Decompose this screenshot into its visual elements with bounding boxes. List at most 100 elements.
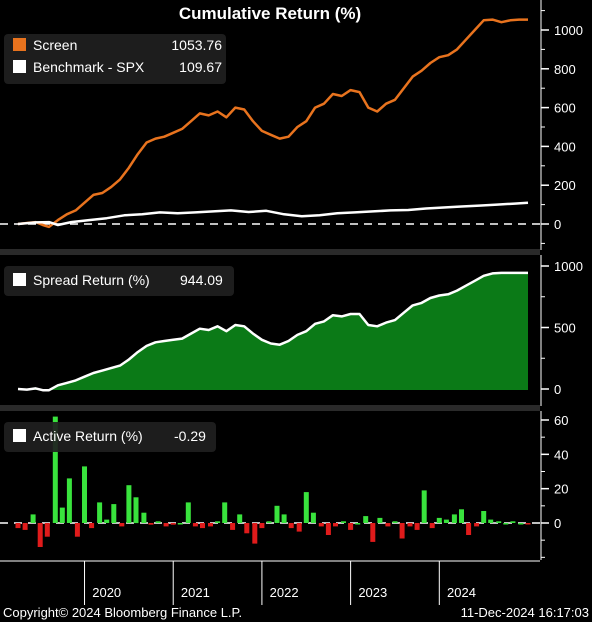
active-return-bar — [503, 523, 509, 525]
y-tick-label: 20 — [554, 482, 568, 497]
y-tick-label: 1000 — [554, 259, 583, 274]
active-return-bar — [466, 523, 472, 535]
active-return-bar — [244, 523, 250, 534]
active-return-bar — [318, 523, 324, 527]
legend-value: 944.09 — [180, 272, 223, 288]
active-return-bar — [459, 509, 464, 523]
active-return-bar — [170, 523, 176, 525]
spread-return-panel: 0 500 1000 Spread Return (%) 944.09 — [4, 255, 583, 406]
active-return-bar — [252, 523, 258, 544]
active-return-bar — [436, 517, 442, 523]
active-return-bar — [377, 517, 383, 523]
active-return-bar — [407, 523, 413, 527]
legend: Screen 1053.76 Benchmark - SPX 109.67 — [4, 34, 226, 84]
active-return-bar — [443, 519, 449, 523]
active-return-bar — [385, 523, 391, 527]
active-return-bar — [496, 521, 502, 523]
legend-box — [4, 34, 226, 84]
screen-legend-swatch — [13, 38, 26, 51]
benchmark-legend-swatch — [13, 60, 26, 73]
y-tick-label: 0 — [554, 217, 561, 232]
copyright-text: Copyright© 2024 Bloomberg Finance L.P. — [3, 605, 242, 620]
legend: Active Return (%) -0.29 — [4, 422, 216, 452]
active-return-bar — [185, 502, 191, 523]
active-return-bar — [363, 516, 369, 523]
active-return-bar — [325, 523, 331, 535]
active-return-bar — [303, 492, 309, 523]
active-return-bar — [74, 523, 80, 537]
y-tick-label: 500 — [554, 321, 576, 336]
active-return-bar — [296, 523, 302, 532]
active-return-bar — [222, 502, 228, 523]
benchmark-series-line — [17, 201, 529, 227]
active-return-bar — [481, 511, 487, 523]
legend-label: Spread Return (%) — [33, 272, 150, 288]
chart-title: Cumulative Return (%) — [179, 4, 361, 23]
screen-series-line — [17, 18, 528, 229]
legend-label: Screen — [33, 37, 77, 53]
active-return-bar — [348, 523, 354, 530]
active-return-bar — [341, 521, 346, 523]
spread-legend-swatch — [13, 273, 26, 286]
legend-value: 1053.76 — [171, 37, 222, 53]
active-return-bar — [488, 519, 494, 523]
active-return-bar — [163, 523, 169, 527]
active-return-bar — [141, 512, 147, 523]
active-return-bar — [451, 514, 457, 523]
active-return-bar — [421, 490, 427, 523]
active-return-bar — [518, 523, 524, 525]
active-return-bar — [525, 523, 531, 525]
active-return-bar — [97, 502, 103, 523]
y-tick-label: 1000 — [554, 23, 583, 38]
timestamp-text: 11-Dec-2024 16:17:03 — [461, 605, 589, 620]
active-return-bar — [111, 504, 117, 523]
active-return-bar — [399, 523, 405, 539]
active-return-bar — [414, 523, 420, 530]
active-return-bar — [126, 485, 132, 523]
active-return-bar — [66, 478, 72, 523]
legend-value: 109.67 — [179, 59, 222, 75]
legend-value: -0.29 — [174, 428, 206, 444]
active-return-bar — [429, 523, 435, 529]
active-return-bar — [208, 523, 213, 527]
active-return-bar — [259, 523, 265, 529]
legend: Spread Return (%) 944.09 — [4, 266, 234, 296]
x-tick-label: 2020 — [92, 585, 121, 600]
active-return-bar — [237, 514, 243, 523]
y-tick-label: 400 — [554, 139, 576, 154]
active-return-bar — [37, 523, 43, 547]
spread-line — [17, 271, 528, 392]
active-return-bar — [200, 523, 205, 529]
active-return-bar — [266, 521, 272, 523]
active-return-bar — [89, 523, 95, 529]
panel-divider[interactable] — [0, 249, 540, 255]
x-tick-label: 2022 — [270, 585, 299, 600]
active-return-bar — [274, 505, 280, 523]
active-return-bar — [52, 416, 58, 523]
active-return-bar — [310, 512, 316, 523]
legend-label: Benchmark - SPX — [33, 59, 145, 75]
active-return-bar — [333, 523, 338, 527]
active-return-bar — [119, 523, 125, 527]
active-return-bar — [104, 519, 110, 523]
y-tick-label: 60 — [554, 413, 568, 428]
active-return-bar — [177, 523, 183, 525]
x-tick-label: 2021 — [181, 585, 210, 600]
active-return-bar — [370, 523, 376, 542]
active-return-bar — [192, 523, 198, 527]
y-tick-label: 0 — [554, 516, 561, 531]
active-return-bar — [230, 523, 236, 530]
active-return-bar — [474, 523, 480, 527]
active-return-bar — [510, 521, 516, 523]
active-return-bar — [82, 466, 87, 523]
active-return-bar — [392, 521, 398, 523]
active-return-bar — [281, 514, 287, 523]
active-return-bar — [15, 523, 21, 529]
panel-divider[interactable] — [0, 405, 540, 411]
legend-box — [4, 422, 216, 452]
active-return-bar — [22, 523, 28, 530]
active-return-bar — [155, 521, 161, 523]
active-return-bar — [59, 507, 65, 523]
legend-label: Active Return (%) — [33, 428, 143, 444]
